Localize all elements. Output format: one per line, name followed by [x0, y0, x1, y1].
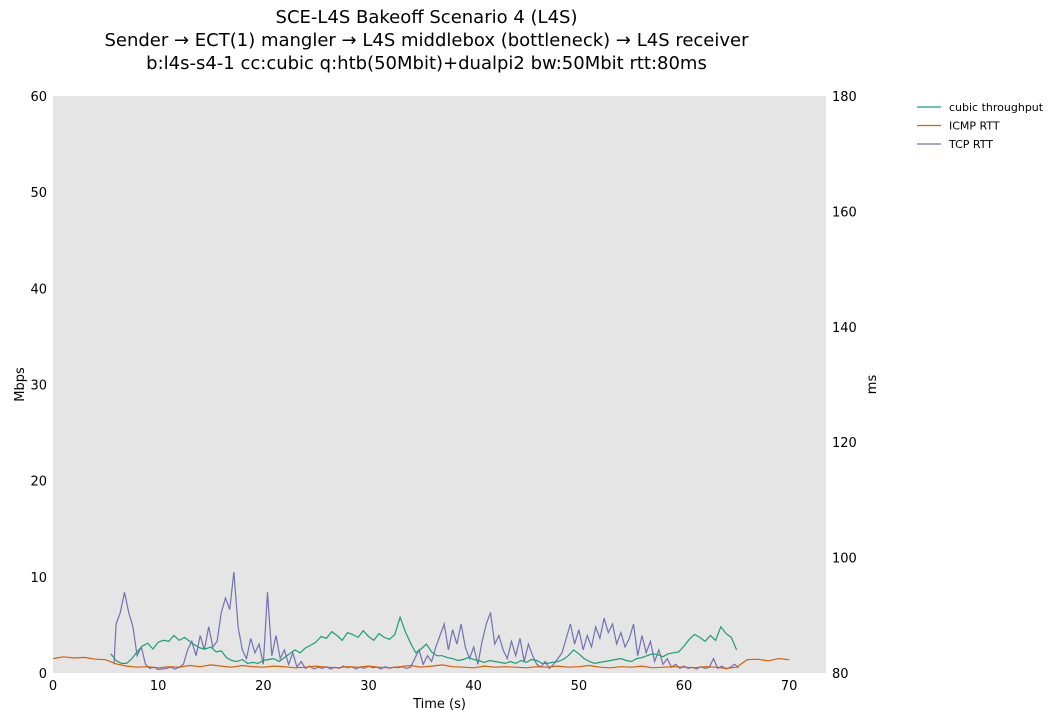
- x-tick-label: 50: [571, 679, 588, 694]
- right-y-tick-label: 100: [832, 552, 857, 567]
- left-y-tick-label: 50: [30, 186, 47, 201]
- title-line-3: b:l4s-s4-1 cc:cubic q:htb(50Mbit)+dualpi…: [146, 53, 707, 74]
- left-y-tick-label: 20: [30, 475, 47, 490]
- title-line-1: SCE-L4S Bakeoff Scenario 4 (L4S): [275, 7, 578, 28]
- right-y-tick-label: 80: [832, 667, 849, 682]
- right-y-tick-label: 140: [832, 321, 857, 336]
- x-axis-ticks: 0 10 20 30 40 50 60 70: [49, 679, 798, 694]
- x-tick-label: 10: [150, 679, 167, 694]
- left-y-axis-label: Mbps: [13, 367, 28, 402]
- series-line-icmp-rtt: [52, 656, 790, 670]
- left-y-tick-label: 30: [30, 379, 47, 394]
- title-line-2: Sender → ECT(1) mangler → L4S middlebox …: [104, 30, 749, 51]
- right-y-axis-ticks: 80 100 120 140 160 180: [832, 90, 857, 682]
- chart-title: SCE-L4S Bakeoff Scenario 4 (L4S) Sender …: [0, 6, 853, 75]
- x-axis-label: Time (s): [412, 697, 466, 712]
- x-tick-label: 30: [360, 679, 377, 694]
- x-tick-label: 0: [49, 679, 57, 694]
- right-y-tick-label: 160: [832, 205, 857, 220]
- legend: cubic throughput ICMP RTT TCP RTT: [917, 101, 1044, 151]
- right-y-axis-label: ms: [865, 375, 880, 395]
- right-y-tick-label: 180: [832, 90, 857, 105]
- left-y-tick-label: 0: [39, 667, 47, 682]
- legend-label: TCP RTT: [948, 138, 993, 151]
- x-tick-label: 20: [255, 679, 272, 694]
- left-y-tick-label: 10: [30, 571, 47, 586]
- left-y-tick-label: 40: [30, 282, 47, 297]
- series-line-tcp-rtt: [113, 571, 740, 671]
- left-y-tick-label: 60: [30, 90, 47, 105]
- x-tick-label: 60: [676, 679, 693, 694]
- x-tick-label: 70: [781, 679, 798, 694]
- plot-area: [53, 96, 826, 673]
- right-y-tick-label: 120: [832, 436, 857, 451]
- legend-label: ICMP RTT: [949, 120, 1000, 133]
- series-line-cubic-throughput: [110, 615, 738, 665]
- series-layer: [52, 571, 790, 671]
- legend-label: cubic throughput: [949, 101, 1044, 114]
- x-tick-label: 40: [465, 679, 482, 694]
- left-y-axis-ticks: 0 10 20 30 40 50 60: [30, 90, 47, 682]
